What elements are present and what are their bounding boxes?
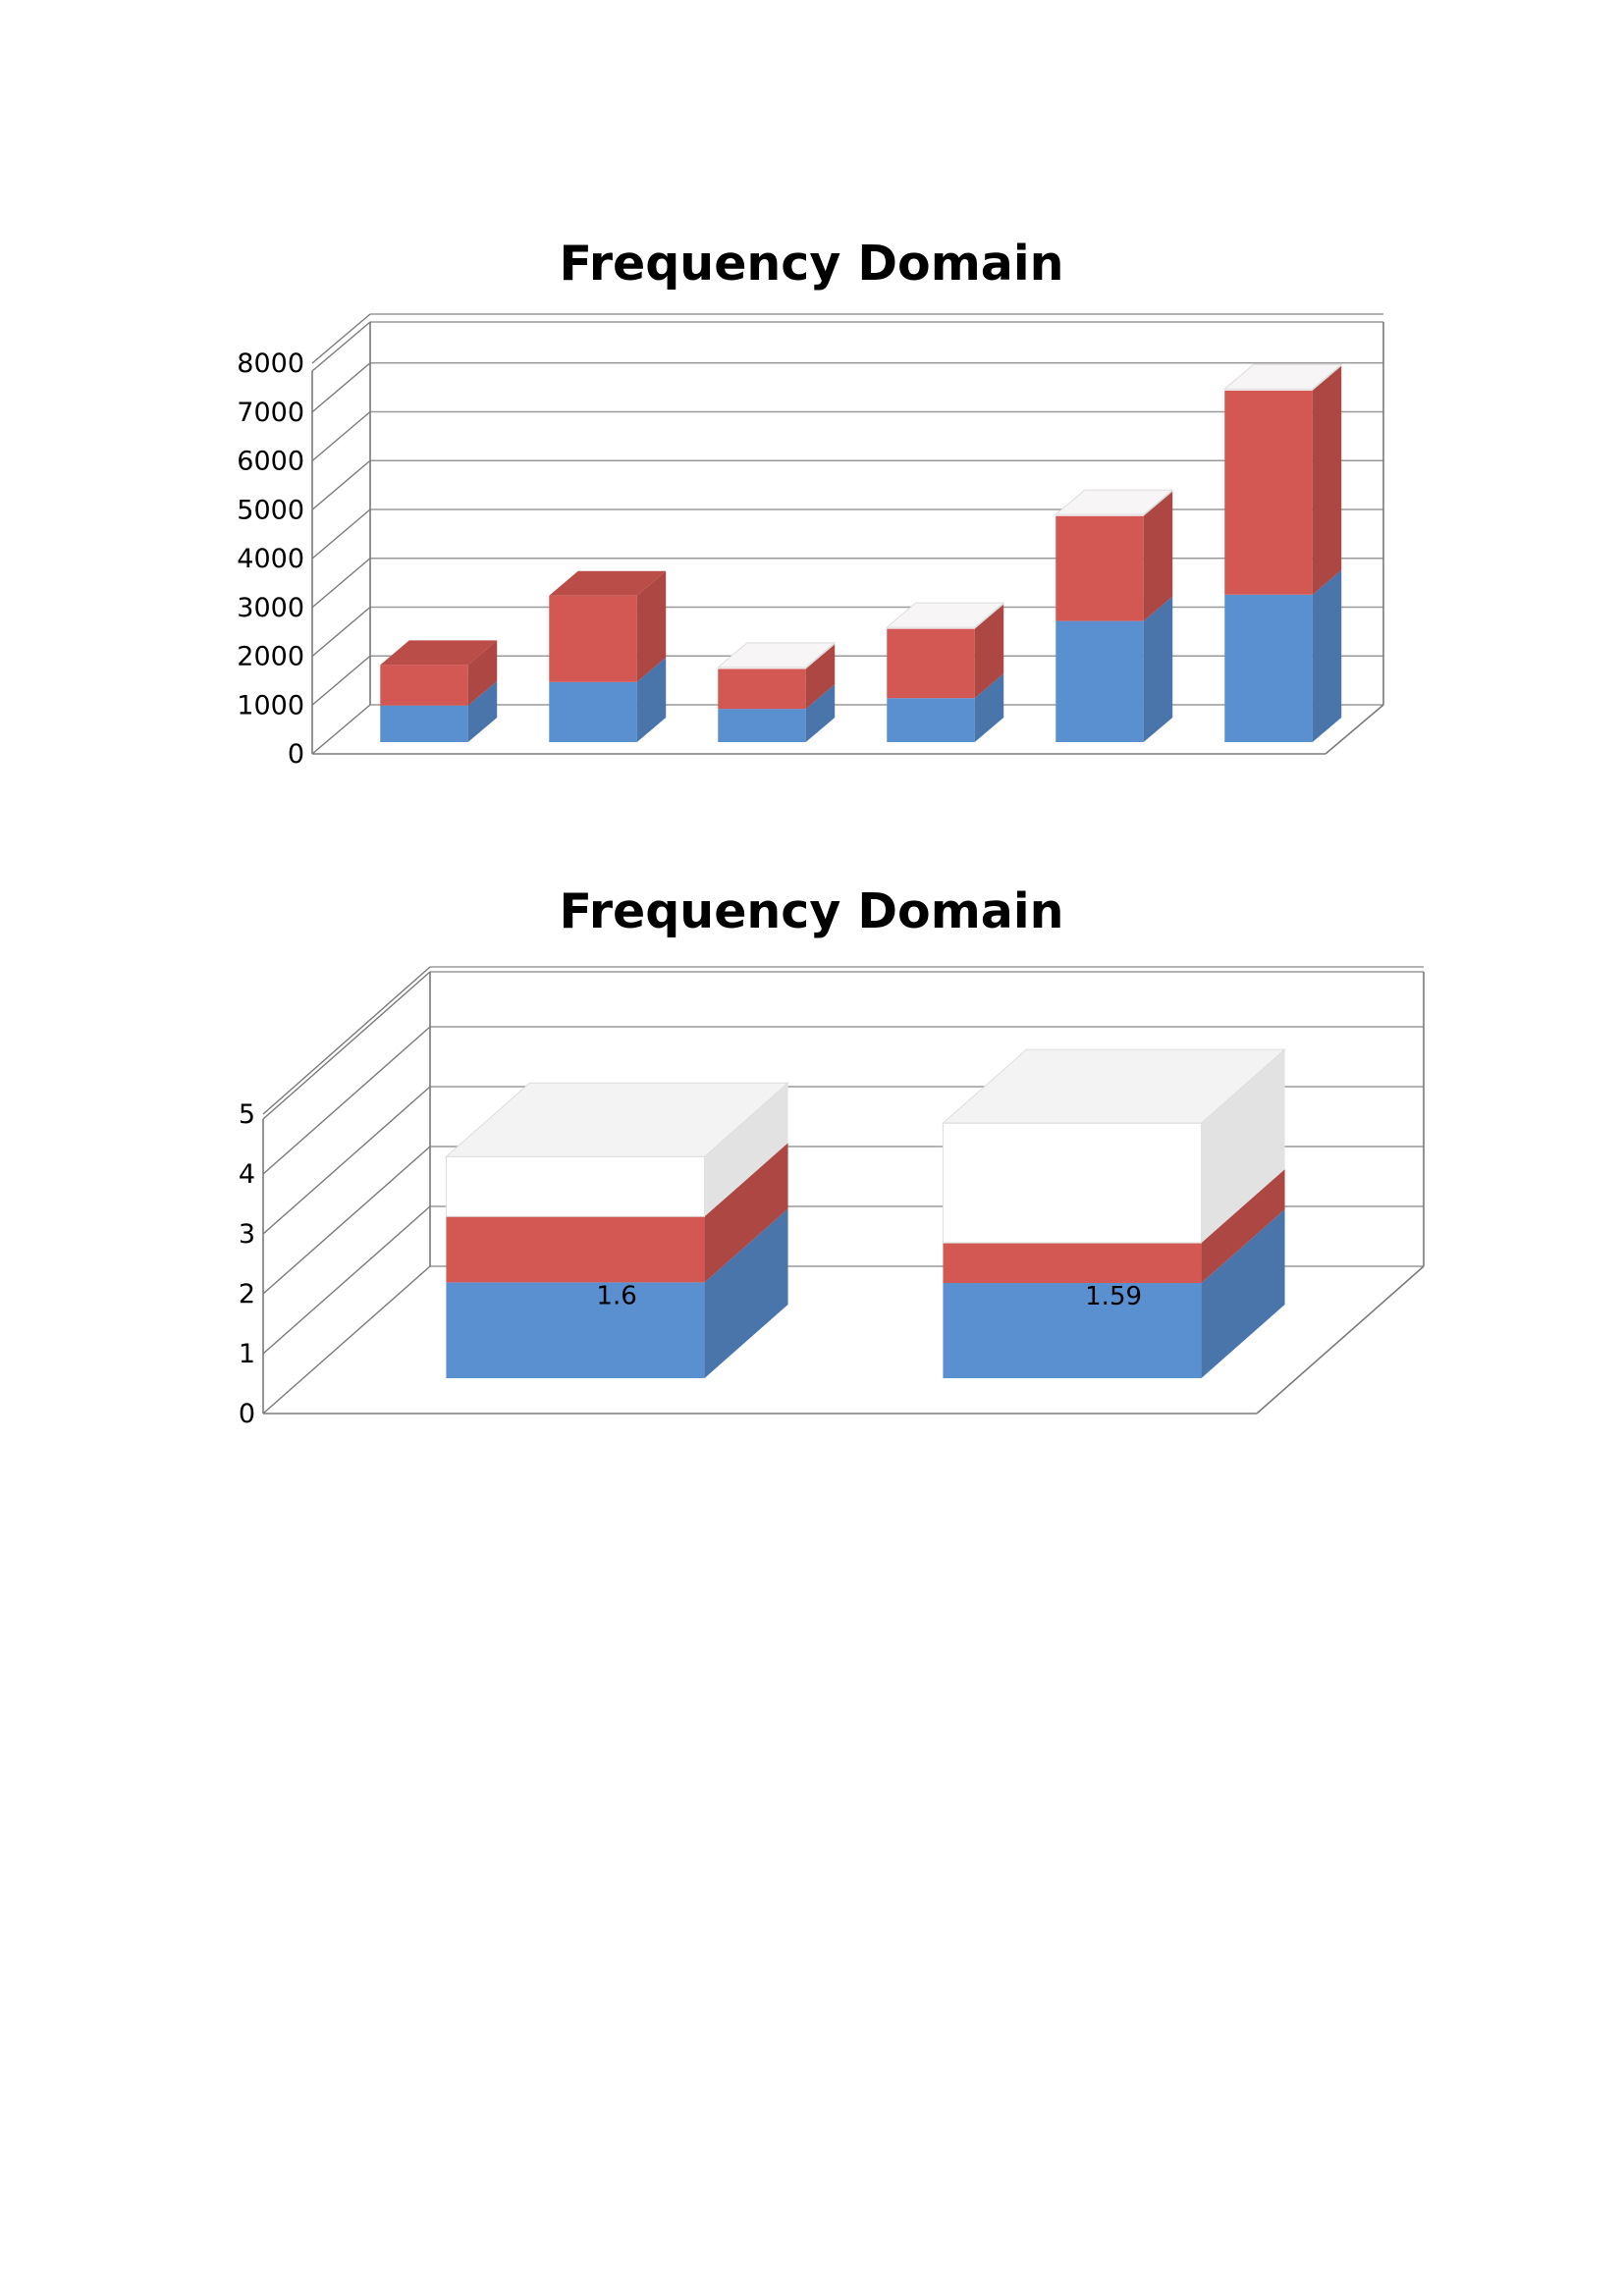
- chart-2: Frequency Domain 0 1 2 3 4 5 1.6 1.59: [0, 864, 1623, 1429]
- data-label: 1.6: [596, 1281, 636, 1310]
- y-tick-label: 5000: [237, 495, 304, 525]
- y-tick-label: 0: [288, 739, 304, 770]
- bar-segment-top: [549, 570, 667, 596]
- bar-segment-top: [716, 642, 837, 668]
- y-tick-label: 4: [239, 1159, 255, 1190]
- side-wall-gridline: [311, 558, 371, 609]
- bar-segment-side: [467, 680, 498, 742]
- side-wall-gridline: [262, 1265, 431, 1415]
- bar-segment-side: [467, 640, 498, 706]
- bar-segment-side: [704, 1208, 788, 1378]
- y-tick-label: 7000: [237, 398, 304, 428]
- bar-segment-front: [1055, 515, 1144, 621]
- y-tick-label: 1: [239, 1339, 255, 1369]
- floor-right-edge: [1256, 1265, 1425, 1415]
- bar-segment-side: [1201, 1209, 1285, 1378]
- bar-segment-front: [549, 681, 637, 742]
- side-wall-top: [262, 971, 431, 1120]
- bar-segment-side: [1312, 365, 1342, 595]
- side-wall-top: [311, 321, 371, 372]
- bar-segment-front: [380, 705, 468, 742]
- y-tick-label: 3: [239, 1219, 255, 1250]
- side-wall-gridline: [311, 459, 371, 510]
- bar-segment-front: [446, 1216, 705, 1283]
- bar-segment-front: [1055, 620, 1144, 742]
- bar-segment-side: [1143, 491, 1173, 621]
- floor-right-edge: [1325, 704, 1384, 755]
- bar-segment-top: [1054, 489, 1174, 515]
- bar-segment-top: [1222, 363, 1343, 390]
- bar-segment-side: [1201, 1169, 1285, 1284]
- bar-segment-front: [943, 1243, 1202, 1284]
- y-tick-label: 2: [239, 1279, 255, 1309]
- chart-2-title: Frequency Domain: [559, 883, 1064, 939]
- bar-segment-side: [636, 657, 667, 742]
- bar-segment-front: [549, 595, 637, 682]
- side-wall-gridline: [262, 1086, 431, 1235]
- y-tick-label: 0: [239, 1399, 255, 1429]
- side-wall-gridline: [262, 1205, 431, 1355]
- side-wall-gridline: [262, 966, 431, 1115]
- side-wall-gridline: [311, 655, 371, 706]
- bar-segment-front: [445, 1155, 706, 1217]
- y-tick-label: 6000: [237, 447, 304, 477]
- bar-segment-front: [446, 1282, 705, 1378]
- bar-segment-front: [380, 665, 468, 706]
- side-wall-gridline: [311, 508, 371, 560]
- bar-segment-front: [887, 628, 975, 699]
- y-tick-label: 5: [239, 1099, 255, 1130]
- bar-segment-front: [1224, 389, 1313, 391]
- bar-segment-top: [445, 1082, 789, 1157]
- bar-segment-front: [1224, 594, 1313, 742]
- y-tick-label: 8000: [237, 348, 304, 379]
- side-wall-gridline: [311, 313, 371, 364]
- bar-segment-side: [1201, 1049, 1285, 1244]
- bar-segment-front: [942, 1122, 1203, 1244]
- y-tick-label: 1000: [237, 690, 304, 721]
- side-wall-gridline: [311, 410, 371, 462]
- bar-segment-front: [943, 1283, 1202, 1378]
- bar-segment-front: [887, 698, 975, 742]
- bar-segment-front: [718, 668, 806, 710]
- bar-segment-top: [942, 1048, 1286, 1124]
- bar-segment-side: [805, 684, 836, 742]
- side-wall-gridline: [262, 1146, 431, 1295]
- bar-segment-front: [887, 627, 975, 629]
- chart-1-title: Frequency Domain: [559, 236, 1064, 292]
- bar-segment-front: [1224, 390, 1313, 595]
- bar-segment-side: [974, 673, 1004, 742]
- chart-1: Frequency Domain 0 1000 2000 3000 4000 5000 60…: [0, 216, 1623, 785]
- side-wall-gridline: [311, 362, 371, 413]
- bar-segment-side: [636, 570, 667, 682]
- bar-segment-side: [704, 1143, 788, 1283]
- side-wall-gridline: [311, 704, 371, 755]
- bar-segment-side: [974, 604, 1004, 699]
- chart-1-plot: 0 1000 2000 3000 4000 5000 6000 7000 8000: [237, 313, 1384, 770]
- bar-segment-side: [1143, 596, 1173, 742]
- data-label: 1.59: [1085, 1282, 1142, 1311]
- bar-segment-front: [718, 709, 806, 742]
- side-wall-gridline: [311, 606, 371, 658]
- bar-segment-side: [805, 644, 836, 710]
- y-tick-label: 3000: [237, 593, 304, 623]
- y-tick-label: 4000: [237, 544, 304, 574]
- bar-segment-side: [1312, 569, 1342, 742]
- y-tick-label: 2000: [237, 642, 304, 672]
- bar-segment-front: [718, 667, 806, 669]
- bar-segment-front: [1055, 514, 1144, 516]
- bar-segment-top: [380, 640, 498, 666]
- chart-2-plot: 0 1 2 3 4 5 1.6 1.59: [239, 966, 1425, 1429]
- side-wall-gridline: [262, 1026, 431, 1175]
- bar-segment-side: [704, 1083, 788, 1217]
- bar-segment-top: [885, 602, 1005, 628]
